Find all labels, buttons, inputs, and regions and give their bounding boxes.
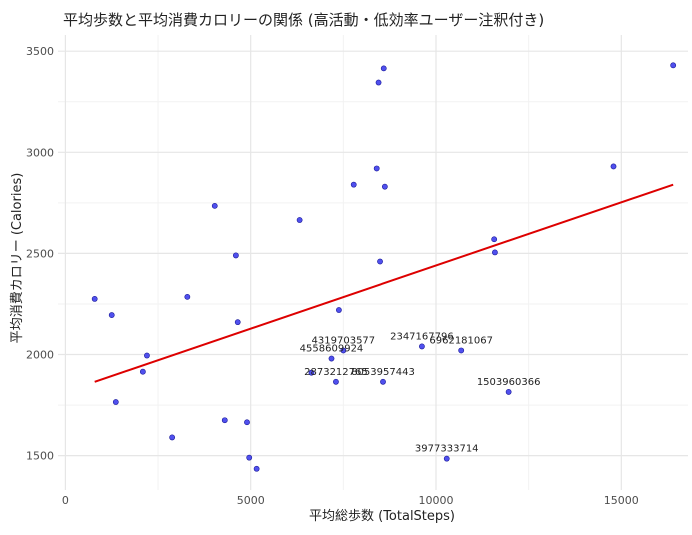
data-point — [340, 347, 347, 354]
data-point — [350, 181, 357, 188]
point-label: 4319703577 — [312, 335, 376, 346]
data-point — [296, 217, 303, 223]
x-tick-label: 0 — [62, 494, 69, 507]
chart-title: 平均歩数と平均消費カロリーの関係 (高活動・低効率ユーザー注釈付き) — [63, 11, 544, 29]
data-point — [108, 312, 115, 318]
data-point — [419, 343, 425, 350]
trend-line-group — [94, 183, 674, 383]
point-label: 4558609924 — [300, 344, 364, 355]
data-point — [443, 455, 450, 462]
data-point — [610, 163, 617, 170]
data-point — [381, 183, 388, 190]
y-axis-title: 平均消費カロリー (Calories) — [10, 173, 25, 344]
y-tick-label: 2000 — [26, 349, 54, 362]
data-point — [234, 319, 241, 326]
point-label: 2347167796 — [390, 331, 454, 342]
data-point — [458, 347, 465, 354]
data-point — [253, 465, 260, 472]
point-label: 6962181067 — [429, 335, 493, 346]
data-point — [144, 352, 150, 359]
data-point — [112, 399, 119, 405]
data-point — [333, 378, 339, 385]
y-tick-label: 3500 — [26, 45, 54, 58]
data-point — [373, 165, 380, 172]
data-point — [184, 293, 191, 300]
data-point — [336, 307, 342, 313]
point-label: 1503960366 — [477, 377, 541, 388]
x-tick-label: 10000 — [419, 494, 454, 507]
data-point — [380, 378, 386, 385]
data-point — [169, 434, 176, 441]
x-axis-title: 平均総歩数 (TotalSteps) — [309, 509, 455, 524]
tick-labels-group: 0 5000 10000 15000 1500 2000 2500 3000 3500 — [26, 45, 639, 507]
data-point — [246, 454, 253, 461]
data-point — [670, 62, 677, 69]
y-tick-label: 1500 — [26, 450, 54, 463]
point-label: 3977333714 — [415, 444, 479, 455]
points-group — [91, 62, 677, 472]
data-point — [139, 368, 146, 375]
y-tick-label: 2500 — [26, 247, 54, 260]
data-point — [308, 369, 315, 376]
data-point — [491, 236, 498, 243]
point-label: 8053957443 — [351, 367, 415, 378]
data-point — [232, 252, 239, 259]
data-point — [377, 258, 383, 265]
point-label: 2873212765 — [304, 367, 368, 378]
data-point — [328, 355, 335, 362]
data-point — [91, 295, 98, 302]
trend-line — [94, 183, 674, 383]
x-tick-label: 5000 — [237, 494, 265, 507]
data-point — [505, 389, 512, 395]
data-point — [492, 249, 498, 256]
data-point — [211, 202, 218, 209]
data-point — [221, 417, 228, 424]
y-tick-label: 3000 — [26, 146, 54, 159]
data-point — [375, 79, 382, 86]
grid — [58, 35, 688, 490]
x-tick-label: 15000 — [604, 494, 639, 507]
data-point — [380, 65, 387, 72]
data-point — [244, 419, 250, 426]
